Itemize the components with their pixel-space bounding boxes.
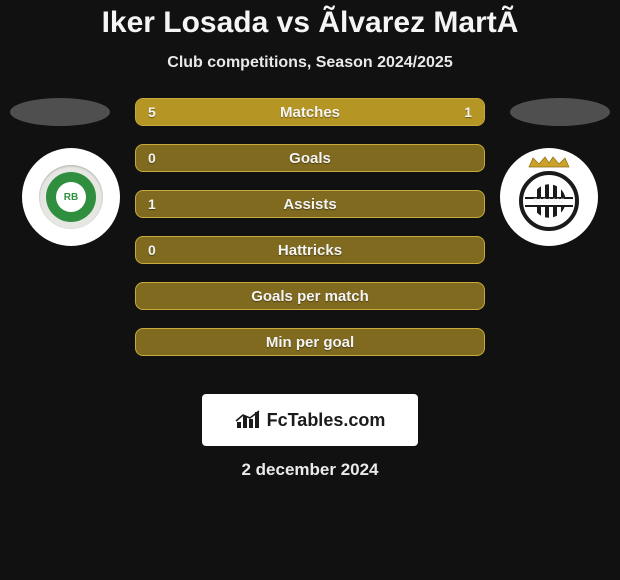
stat-value-right: 1 [452, 99, 484, 125]
bar-chart-icon [235, 410, 261, 430]
date-label: 2 december 2024 [0, 460, 620, 480]
subtitle: Club competitions, Season 2024/2025 [0, 54, 620, 72]
stat-label: Assists [136, 191, 484, 217]
shadow-ellipse-left [10, 98, 110, 126]
stat-row: Assists1 [135, 190, 485, 218]
stat-value-left: 0 [136, 237, 168, 263]
page-title: Iker Losada vs Ãlvarez MartÃ [0, 0, 620, 40]
stat-row: Hattricks0 [135, 236, 485, 264]
crest-left-monogram: RB [64, 192, 78, 203]
stat-label: Matches [136, 99, 484, 125]
stat-value-left: 1 [136, 191, 168, 217]
stat-value-left: 0 [136, 145, 168, 171]
crest-right-core: BADAJOZ [529, 181, 569, 221]
crown-icon [527, 155, 571, 169]
stat-label: Goals [136, 145, 484, 171]
stat-label: Goals per match [136, 283, 484, 309]
club-badge-right: BADAJOZ [500, 148, 598, 246]
crest-right-band: BADAJOZ [525, 197, 573, 207]
stat-row: Goals0 [135, 144, 485, 172]
stat-row: Goals per match [135, 282, 485, 310]
shadow-ellipse-right [510, 98, 610, 126]
club-badge-left: RB [22, 148, 120, 246]
crest-left-ring: RB [46, 172, 96, 222]
attribution-badge: FcTables.com [202, 394, 418, 446]
comparison-card: Iker Losada vs Ãlvarez MartÃ Club compet… [0, 0, 620, 580]
stat-label: Hattricks [136, 237, 484, 263]
crest-right-ring: BADAJOZ [519, 171, 579, 231]
stat-label: Min per goal [136, 329, 484, 355]
crest-left-inner: RB [56, 182, 86, 212]
crest-left-outer: RB [39, 165, 103, 229]
attribution-text: FcTables.com [267, 410, 386, 431]
crest-right-wrap: BADAJOZ [512, 155, 586, 239]
stat-row: Min per goal [135, 328, 485, 356]
stat-bars: Matches51Goals0Assists1Hattricks0Goals p… [135, 98, 485, 374]
stat-row: Matches5 1 [135, 98, 485, 126]
stat-value-left: 5 [136, 99, 168, 125]
